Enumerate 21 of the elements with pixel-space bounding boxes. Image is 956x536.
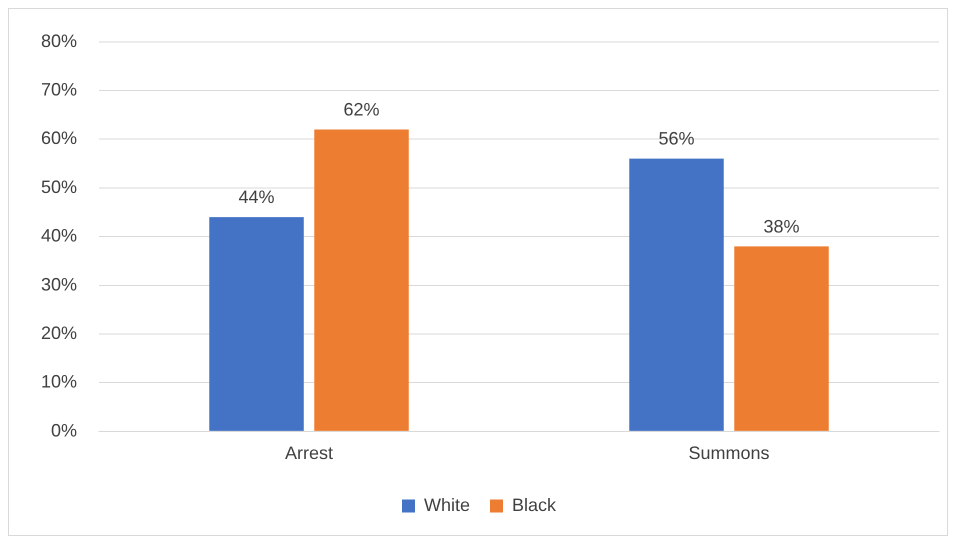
- data-label: 62%: [344, 99, 380, 120]
- y-tick-label: 40%: [40, 226, 78, 246]
- data-label: 38%: [763, 216, 800, 236]
- x-tick-label: Arrest: [285, 443, 334, 464]
- y-tick-label: 20%: [40, 322, 78, 343]
- bar: [314, 129, 409, 431]
- y-tick-label: 50%: [40, 176, 78, 197]
- bar: [734, 246, 829, 431]
- y-tick-label: 30%: [40, 274, 78, 294]
- y-tick-label: 70%: [40, 79, 78, 100]
- legend-label: White: [424, 494, 470, 515]
- y-tick-label: 60%: [40, 128, 78, 148]
- data-label: 56%: [658, 128, 695, 149]
- bar: [629, 158, 724, 431]
- bar: [209, 217, 304, 431]
- legend-label: Black: [512, 494, 558, 515]
- y-tick-label: 80%: [40, 30, 78, 51]
- y-tick-label: 0%: [51, 420, 78, 440]
- x-tick-label: Summons: [688, 443, 770, 464]
- y-tick-label: 10%: [40, 372, 78, 392]
- data-label: 44%: [238, 187, 275, 208]
